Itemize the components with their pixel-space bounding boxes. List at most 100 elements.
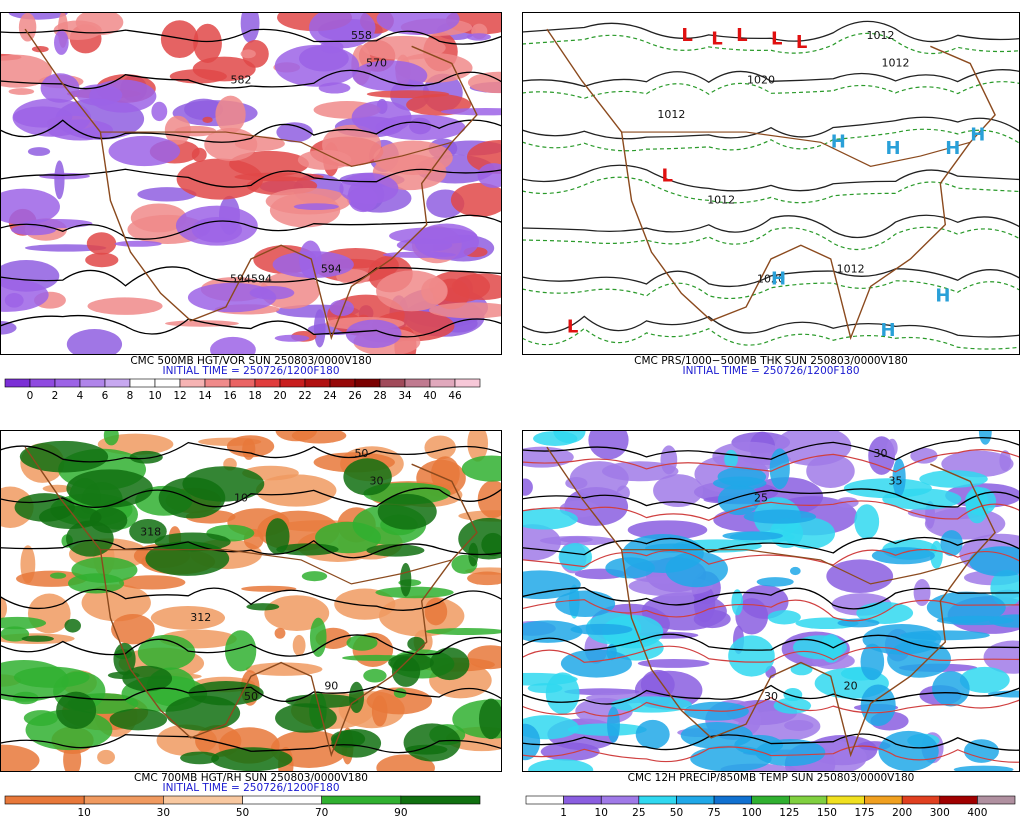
field-blob — [366, 544, 425, 557]
field-blob — [19, 440, 109, 473]
field-blob — [118, 575, 186, 590]
field-blob — [421, 277, 448, 305]
colorbar-label: 75 — [707, 807, 720, 819]
field-blob — [783, 517, 836, 550]
field-blob — [767, 610, 801, 625]
contour-label: 1012 — [882, 56, 910, 69]
field-blob — [724, 449, 738, 469]
field-blob — [640, 669, 675, 700]
colorbar-segment — [789, 795, 828, 805]
high-marker: H — [886, 138, 901, 159]
field-blob — [0, 54, 52, 88]
field-blob — [375, 586, 454, 599]
colorbar-segment — [242, 795, 322, 805]
colorbar-label: 1 — [560, 807, 567, 819]
contour-dashed — [522, 599, 1020, 622]
map-bg — [522, 12, 1020, 355]
contour-label: 582 — [230, 74, 251, 87]
field-blob — [886, 438, 898, 458]
colorbar-segment — [304, 378, 331, 388]
field-blob — [265, 518, 290, 555]
colorbar-segment — [4, 795, 85, 805]
field-blob — [47, 119, 113, 141]
field-blob — [103, 430, 119, 446]
colorbar-label: 24 — [323, 390, 337, 402]
field-blob — [122, 665, 173, 692]
colorbar-segment — [826, 795, 865, 805]
colorbar-label: 8 — [127, 390, 134, 402]
border — [621, 131, 971, 167]
map-frame — [0, 12, 502, 355]
colorbar-segment — [154, 378, 181, 388]
contour-label: 558 — [351, 29, 372, 42]
map-frame — [522, 430, 1020, 772]
field-blob — [0, 744, 40, 772]
contour-label: 1012 — [657, 108, 685, 121]
map-frame — [0, 430, 502, 772]
contour-label: 30 — [764, 690, 778, 703]
field-blob — [477, 480, 502, 519]
field-blob — [607, 706, 620, 743]
field-blob — [990, 569, 1020, 607]
field-blob — [107, 671, 140, 680]
field-blob — [169, 69, 227, 84]
colorbar-segment — [525, 795, 564, 805]
field-blob — [560, 649, 632, 678]
field-blob — [555, 590, 616, 617]
low-marker: L — [796, 32, 807, 53]
contour — [522, 488, 1020, 510]
field-blob — [137, 187, 197, 202]
field-blob — [109, 708, 168, 731]
field-blob — [728, 635, 775, 677]
contour — [522, 20, 1020, 43]
field-blob — [627, 520, 708, 540]
field-blob — [826, 559, 894, 593]
field-blob — [467, 71, 502, 94]
field-blob — [635, 719, 670, 749]
field-blob — [645, 543, 703, 553]
field-blob — [836, 497, 859, 508]
field-blob — [466, 33, 492, 41]
field-blob — [204, 127, 258, 161]
colorbar-segment — [329, 378, 356, 388]
colorbar-label: 14 — [198, 390, 212, 402]
field-blob — [440, 108, 502, 116]
field-blob — [195, 219, 211, 236]
colorbar-segment — [563, 795, 602, 805]
field-blob — [11, 224, 56, 236]
field-blob — [111, 613, 155, 645]
contour — [0, 266, 502, 287]
contour — [0, 214, 502, 240]
colorbar-segment — [751, 795, 790, 805]
field-blob — [793, 635, 847, 660]
contour — [0, 685, 502, 703]
field-blob — [0, 188, 60, 225]
contour-label: 1012 — [867, 29, 895, 42]
colorbar-label: 10 — [595, 807, 608, 819]
field-blob — [854, 504, 880, 540]
coastline — [24, 446, 478, 758]
low-marker: L — [681, 25, 692, 46]
colorbar-label: 30 — [157, 807, 170, 819]
contour-label: 90 — [324, 680, 338, 693]
coastline — [546, 28, 996, 341]
contour-label: 318 — [140, 526, 161, 539]
map-frame — [522, 12, 1020, 355]
field-blob — [913, 579, 931, 606]
colorbar-label: 6 — [102, 390, 109, 402]
caption: CMC 12H PRECIP/850MB TEMP SUN 250803/000… — [628, 772, 915, 784]
contour-label: 10 — [234, 491, 248, 504]
colorbar-label: 10 — [148, 390, 161, 402]
field-blob — [522, 524, 561, 561]
colorbar-segment — [713, 795, 752, 805]
field-blob — [743, 509, 817, 524]
field-blob — [601, 614, 664, 649]
field-blob — [769, 448, 790, 490]
field-blob — [400, 562, 412, 597]
field-blob — [722, 531, 783, 541]
field-blob — [329, 299, 354, 316]
contour — [522, 164, 1020, 192]
field-blob — [255, 474, 337, 507]
field-blob — [180, 751, 220, 765]
